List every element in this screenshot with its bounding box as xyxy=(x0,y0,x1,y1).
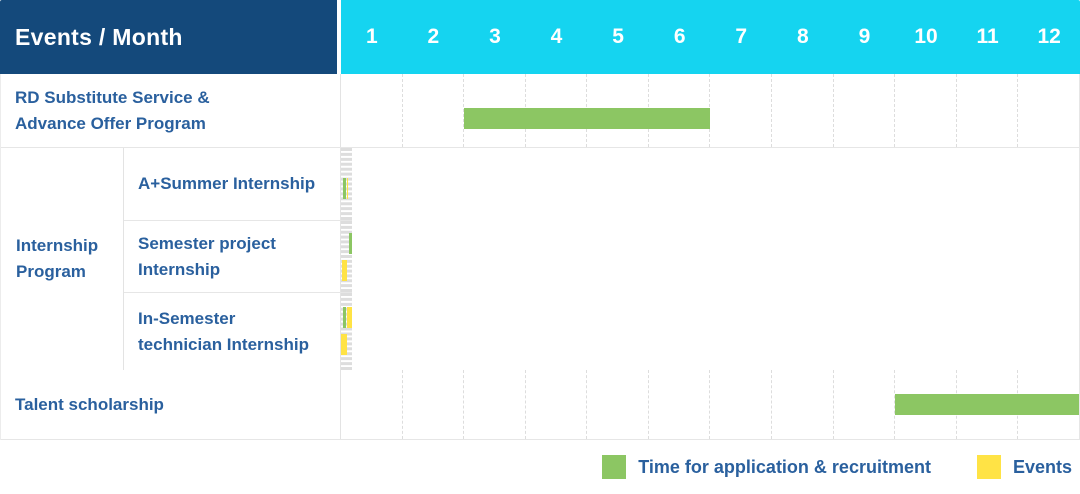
month-grid-cell xyxy=(524,370,587,439)
group-label-internship-program: Internship Program xyxy=(1,148,124,370)
month-label: 5 xyxy=(612,25,624,48)
month-grid-cell xyxy=(771,74,833,147)
month-grid-cell xyxy=(351,293,352,370)
month-grid-cell xyxy=(348,148,349,220)
month-grid-cell xyxy=(348,221,349,292)
legend-swatch-events-icon xyxy=(976,455,1001,479)
month-grid-cell xyxy=(351,221,352,292)
internship-program-subrows: A+Summer Internship Semester project Int… xyxy=(124,148,352,370)
gantt-bar-application xyxy=(349,233,352,254)
gantt-bar-application xyxy=(464,108,710,129)
month-grid-cell xyxy=(344,293,345,370)
month-grid-cell xyxy=(709,74,771,147)
month-grid-cell xyxy=(344,221,345,292)
month-grid-cell xyxy=(955,74,1018,147)
month-grid-cell xyxy=(351,148,352,220)
month-label: 2 xyxy=(427,25,440,48)
row-label-in-semester: In-Semester technician Internship xyxy=(124,293,341,370)
gantt-lane-in-semester xyxy=(341,293,352,370)
gantt-lane-rd-substitute xyxy=(341,74,1079,147)
month-grid-cell xyxy=(341,74,402,147)
month-label: 10 xyxy=(914,25,938,48)
month-grid-cell xyxy=(771,370,833,439)
table-row: RD Substitute Service & Advance Offer Pr… xyxy=(1,74,1079,148)
month-grid-cell xyxy=(709,370,771,439)
month-label: 8 xyxy=(796,25,809,48)
gantt-bar-event xyxy=(341,334,347,355)
table-body: RD Substitute Service & Advance Offer Pr… xyxy=(0,74,1080,440)
month-grid-cell xyxy=(463,370,525,439)
month-grid-cell xyxy=(586,370,648,439)
month-label: 3 xyxy=(489,25,501,48)
month-label: 4 xyxy=(550,25,563,48)
month-grid-cell xyxy=(832,370,895,439)
row-label-rd-substitute: RD Substitute Service & Advance Offer Pr… xyxy=(1,74,341,147)
month-grid-cell xyxy=(341,221,342,292)
table-row: In-Semester technician Internship xyxy=(124,293,352,370)
month-label: 1 xyxy=(365,25,378,48)
month-grid-cell xyxy=(345,221,346,292)
month-grid-cell xyxy=(347,221,348,292)
gantt-bar-event xyxy=(341,260,348,281)
month-grid-cell xyxy=(349,148,350,220)
month-grid-cell xyxy=(349,293,350,370)
legend-label-events: Events xyxy=(1012,456,1072,477)
internship-program-group: Internship Program A+Summer Internship S… xyxy=(1,148,1079,370)
gantt-bar-application xyxy=(342,178,346,199)
month-grid-cell xyxy=(401,74,464,147)
month-grid-cell xyxy=(647,370,710,439)
month-grid-cell xyxy=(350,293,351,370)
month-label: 6 xyxy=(673,25,686,48)
legend-swatch-application-icon xyxy=(602,455,627,479)
row-label-talent-scholarship: Talent scholarship xyxy=(1,370,341,439)
month-grid-cell xyxy=(346,293,347,370)
table-title: Events / Month xyxy=(15,23,183,50)
month-grid-cell xyxy=(894,74,956,147)
events-month-header-cell: Events / Month xyxy=(0,0,337,74)
month-grid-cell xyxy=(350,221,351,292)
gantt-lane-semester-project xyxy=(341,221,352,292)
month-grid-cell xyxy=(341,293,342,370)
month-grid-cell xyxy=(342,148,343,220)
month-grid-cell xyxy=(341,148,342,220)
row-label-semester-project: Semester project Internship xyxy=(124,221,341,292)
month-label: 7 xyxy=(735,25,748,48)
month-grid-cell xyxy=(342,293,343,370)
month-grid-cell xyxy=(401,370,464,439)
month-label: 12 xyxy=(1037,25,1061,48)
month-grid-cell xyxy=(463,74,525,147)
month-grid-cell xyxy=(1017,74,1079,147)
month-grid-cell xyxy=(832,74,895,147)
gantt-lane-a-summer xyxy=(341,148,352,220)
table-header: Events / Month 1 2 3 4 5 6 7 8 9 10 11 12 xyxy=(0,0,1080,74)
month-header-row: 1 2 3 4 5 6 7 8 9 10 11 12 xyxy=(341,0,1080,74)
month-grid-cell xyxy=(343,221,344,292)
gantt-bar-application xyxy=(894,394,1079,415)
month-grid-cell xyxy=(347,293,348,370)
month-grid-cell xyxy=(350,148,351,220)
gantt-bar-event xyxy=(346,178,349,199)
table-row: A+Summer Internship xyxy=(124,148,352,221)
month-grid-cell xyxy=(342,221,343,292)
month-label: 9 xyxy=(858,25,871,48)
legend-label-application: Time for application & recruitment xyxy=(638,456,931,477)
header-divider xyxy=(337,0,341,74)
legend: Time for application & recruitment Event… xyxy=(0,440,1080,494)
month-grid-cell xyxy=(348,293,349,370)
month-grid-cell xyxy=(349,221,350,292)
table-row: Semester project Internship xyxy=(124,221,352,293)
month-label: 11 xyxy=(976,25,999,48)
gantt-bar-event xyxy=(346,307,352,328)
month-grid-cell xyxy=(343,293,344,370)
table-row: Talent scholarship xyxy=(1,370,1079,440)
month-grid-cell xyxy=(341,370,402,439)
month-grid-cell xyxy=(345,293,346,370)
month-grid-cell xyxy=(346,221,347,292)
gantt-bar-application xyxy=(342,307,346,328)
row-label-a-summer: A+Summer Internship xyxy=(124,148,341,220)
gantt-lane-talent-scholarship xyxy=(341,370,1079,439)
